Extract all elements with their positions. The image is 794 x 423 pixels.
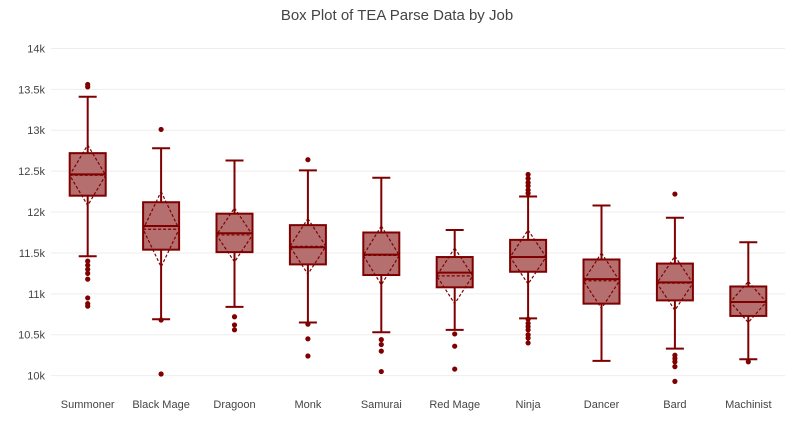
- y-tick-label: 13.5k: [18, 84, 45, 96]
- box-red-mage: [435, 229, 474, 372]
- y-tick-label: 11k: [28, 289, 45, 301]
- y-tick-label: 11.5k: [19, 248, 46, 260]
- outlier-point: [85, 303, 91, 309]
- outlier-point: [85, 262, 91, 268]
- x-tick-label: Samurai: [361, 399, 402, 411]
- y-tick-label: 10k: [27, 371, 45, 383]
- x-tick-label: Monk: [294, 399, 321, 411]
- outlier-point: [525, 316, 531, 322]
- sd-diamond: [69, 143, 107, 207]
- outlier-point: [85, 258, 91, 264]
- sd-diamond: [289, 217, 327, 276]
- x-tick-label: Ninja: [516, 399, 542, 411]
- outlier-point: [158, 371, 164, 377]
- outlier-point: [378, 368, 384, 375]
- x-tick-label: Dragoon: [213, 399, 255, 411]
- plot-area: [68, 81, 768, 384]
- sd-diamond: [435, 246, 474, 305]
- outlier-point: [525, 171, 531, 178]
- x-axis: Summoner Black Mage Dragoon Monk Samurai Red …: [61, 399, 772, 411]
- sd-diamond: [142, 190, 180, 269]
- x-tick-label: Black Mage: [132, 399, 189, 411]
- outlier-point: [672, 378, 678, 384]
- outlier-point: [452, 331, 458, 337]
- sd-diamond: [362, 224, 401, 286]
- y-tick-label: 12k: [27, 207, 45, 219]
- outlier-point: [305, 157, 311, 163]
- outlier-point: [525, 183, 531, 189]
- y-axis: 10k 10.5k 11k 11.5k 12k 12.5k 13k 13.5k 14k: [18, 43, 45, 382]
- iqr-box: [288, 224, 327, 266]
- outlier-point: [452, 366, 458, 372]
- chart-title: Box Plot of TEA Parse Data by Job: [280, 7, 514, 24]
- outlier-point: [85, 266, 91, 272]
- box-monk: [288, 157, 327, 359]
- outlier-point: [672, 359, 678, 365]
- outlier-point: [745, 359, 751, 365]
- outlier-point: [525, 335, 531, 341]
- box-bard: [655, 191, 694, 384]
- iqr-box: [509, 238, 548, 273]
- x-tick-label: Machinist: [725, 399, 771, 411]
- y-tick-label: 12.5k: [18, 166, 45, 178]
- outlier-point: [672, 191, 678, 197]
- outlier-point: [305, 321, 311, 327]
- outlier-point: [85, 276, 91, 282]
- y-tick-label: 14k: [27, 43, 45, 55]
- box-ninja: [509, 171, 548, 346]
- box-samurai: [362, 176, 401, 375]
- outlier-point: [85, 295, 91, 301]
- outlier-point: [452, 343, 458, 349]
- sd-diamond: [509, 228, 547, 286]
- outlier-point: [378, 348, 384, 354]
- x-tick-label: Bard: [663, 399, 686, 411]
- sd-diamond: [656, 255, 694, 312]
- box-dancer: [582, 204, 621, 362]
- outlier-point: [672, 364, 678, 370]
- outlier-point: [525, 340, 531, 346]
- x-tick-label: Red Mage: [429, 399, 480, 411]
- outlier-point: [158, 317, 164, 323]
- outlier-point: [305, 336, 311, 342]
- outlier-point: [158, 126, 164, 133]
- sd-diamond: [729, 280, 768, 324]
- outlier-point: [378, 337, 384, 343]
- outlier-point: [378, 341, 384, 348]
- x-tick-label: Dancer: [584, 399, 620, 411]
- sd-diamond: [582, 251, 621, 310]
- outlier-point: [525, 327, 531, 333]
- box-machinist: [729, 241, 768, 365]
- outlier-point: [85, 270, 91, 276]
- outlier-point: [231, 322, 238, 328]
- iqr-box: [582, 258, 621, 305]
- outlier-point: [231, 314, 238, 320]
- outlier-point: [525, 190, 531, 196]
- outlier-point: [525, 175, 531, 182]
- sd-diamond: [215, 206, 254, 264]
- outlier-point: [231, 327, 238, 333]
- box-summoner: [68, 81, 107, 309]
- box-black-mage: [142, 126, 181, 377]
- y-tick-label: 10.5k: [18, 330, 45, 342]
- outlier-point: [305, 353, 311, 359]
- outlier-point: [85, 84, 91, 90]
- y-tick-label: 13k: [27, 125, 45, 137]
- x-tick-label: Summoner: [61, 399, 115, 411]
- box-dragoon: [215, 159, 254, 333]
